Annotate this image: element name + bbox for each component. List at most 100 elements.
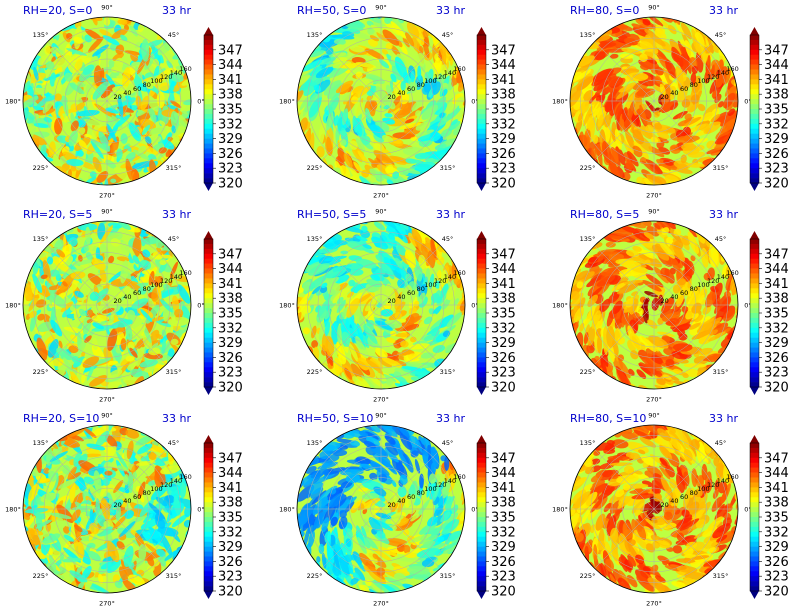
angular-gridline <box>594 245 655 306</box>
radial-tick-label: 160 <box>726 269 738 277</box>
colorbar-tick-label: 320 <box>764 177 789 192</box>
field-cell <box>93 65 103 87</box>
radial-tick-label: 40 <box>670 89 678 97</box>
colorbar-segment <box>750 74 759 80</box>
field-cell <box>140 518 160 530</box>
field-cell <box>370 376 384 387</box>
field-cell <box>460 305 465 316</box>
field-cell <box>670 317 693 328</box>
field-cell <box>354 101 364 117</box>
colorbar-extend-max <box>204 435 213 443</box>
field-cell <box>697 370 709 379</box>
field-cell <box>302 327 310 335</box>
radial-tick-label: 160 <box>179 65 191 73</box>
field-cell <box>74 58 83 72</box>
field-cell <box>677 163 689 170</box>
field-cell <box>37 54 52 66</box>
field-cell <box>110 178 117 184</box>
colorbar-tick-label: 344 <box>764 58 789 73</box>
field-cell <box>381 134 394 143</box>
radial-tick-label: 160 <box>453 65 465 73</box>
field-cell <box>623 279 644 285</box>
field-cell <box>313 472 336 485</box>
field-cell <box>381 49 389 55</box>
field-cell <box>70 492 85 510</box>
radial-tick-label: 80 <box>143 285 151 293</box>
field-cell <box>90 138 110 152</box>
radial-tick-label: 20 <box>114 501 122 509</box>
colorbar-segment <box>477 278 486 284</box>
field-cell <box>173 495 181 516</box>
field-cell <box>128 574 145 586</box>
colorbar-segment <box>204 74 213 80</box>
field-cell <box>589 286 603 299</box>
field-cell <box>63 534 75 542</box>
colorbar-segment <box>477 118 486 125</box>
field-cell <box>169 261 179 279</box>
field-cell <box>101 84 115 99</box>
field-cell <box>695 285 706 308</box>
field-cell <box>118 221 132 230</box>
field-cell <box>447 530 462 542</box>
field-cell <box>421 243 430 267</box>
field-cell <box>617 369 630 387</box>
colorbar-segment <box>477 327 486 334</box>
angular-gridline <box>321 100 382 161</box>
colorbar-segment <box>204 128 213 134</box>
field-cell <box>90 95 97 109</box>
colorbar-segment <box>204 517 213 523</box>
field-cell <box>665 59 678 79</box>
field-cell <box>637 32 655 45</box>
angle-tick-label: 180° <box>279 98 295 106</box>
colorbar-tick-label: 344 <box>491 262 516 277</box>
angle-tick-label: 270° <box>646 396 662 404</box>
angle-tick-label: 225° <box>307 572 323 580</box>
field-cell <box>384 447 399 463</box>
field-cell <box>137 481 146 499</box>
field-cell <box>723 92 736 109</box>
angle-tick-label: 45° <box>168 439 180 447</box>
colorbar-tick-label: 347 <box>491 247 516 262</box>
field-cell <box>340 250 349 255</box>
field-cell <box>143 513 154 523</box>
field-cell <box>417 292 426 305</box>
field-cell <box>339 556 350 576</box>
field-cell <box>159 120 166 126</box>
colorbar-extend-min <box>477 183 486 191</box>
colorbar-segment <box>477 502 486 508</box>
field-cell <box>694 314 704 323</box>
field-cell <box>345 23 364 31</box>
field-cell <box>110 319 133 329</box>
colorbar-segment <box>750 382 759 388</box>
colorbar-segment <box>477 467 486 473</box>
field-cell <box>392 458 404 474</box>
field-cell <box>317 298 330 318</box>
colorbar-segment <box>477 367 486 373</box>
field-cell <box>357 536 367 554</box>
field-cell <box>444 519 457 530</box>
field-cell <box>460 501 465 522</box>
angular-gridline <box>47 508 108 569</box>
field-cell <box>641 336 659 352</box>
field-cell <box>409 435 419 449</box>
field-cell <box>64 72 73 82</box>
field-cell <box>353 322 360 341</box>
field-cell <box>345 538 352 548</box>
colorbar-segment <box>477 526 486 533</box>
field-cell <box>365 74 385 85</box>
colorbar-segment <box>204 561 213 567</box>
polar-grid <box>569 220 739 390</box>
field-cell <box>128 515 148 524</box>
field-cell <box>648 32 666 47</box>
field-cell <box>691 313 699 320</box>
angular-gridline <box>594 100 655 161</box>
angular-gridline <box>321 304 382 365</box>
colorbar-tick-label: 341 <box>491 73 516 88</box>
radial-tick-label: 140 <box>170 477 182 485</box>
angle-tick-label: 225° <box>33 368 49 376</box>
field-cell <box>411 37 421 53</box>
